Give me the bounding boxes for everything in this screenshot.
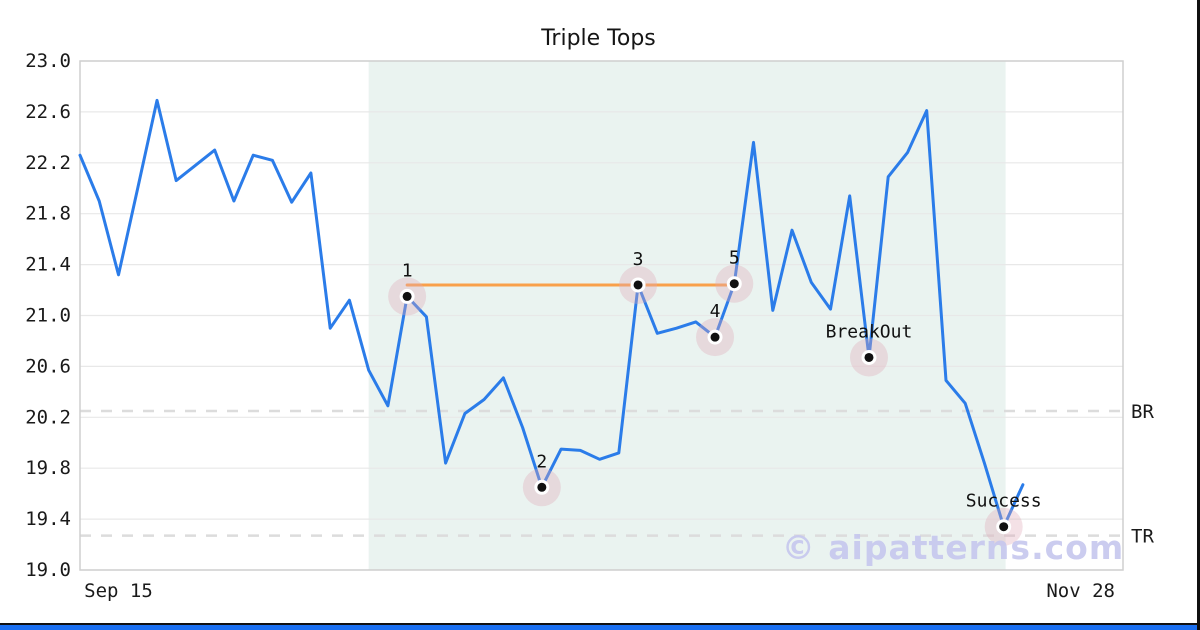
annotation-label: 5 [729, 248, 740, 269]
y-tick-label: 21.4 [25, 254, 71, 276]
y-tick-label: 20.2 [25, 406, 71, 428]
y-tick-label: 23.0 [25, 50, 71, 72]
x-tick-label: Nov 28 [1046, 580, 1115, 602]
y-tick-label: 21.8 [25, 203, 71, 225]
annotation-label: 1 [402, 260, 413, 281]
watermark: © aipatterns.com [781, 528, 1125, 567]
marker-dot [537, 482, 547, 492]
footer-bar [0, 623, 1197, 630]
annotation-label: 2 [536, 451, 547, 472]
annotation-label: 4 [710, 301, 721, 322]
annotation-label: BreakOut [826, 321, 913, 342]
marker-dot [729, 279, 739, 289]
chart-title: Triple Tops [541, 26, 656, 51]
marker-dot [402, 291, 412, 301]
x-tick-label: Sep 15 [84, 580, 153, 602]
plot-border [79, 60, 1124, 571]
y-tick-label: 22.6 [25, 101, 71, 123]
marker-dot [864, 352, 874, 362]
y-tick-label: 19.0 [25, 559, 71, 581]
level-label: BR [1131, 401, 1154, 423]
price-line [78, 98, 1025, 529]
y-tick-label: 19.8 [25, 457, 71, 479]
marker-dot [999, 522, 1009, 532]
y-tick-label: 19.4 [25, 508, 71, 530]
annotation-label: Success [966, 491, 1042, 512]
y-tick-label: 20.6 [25, 355, 71, 377]
annotation-label: 3 [633, 249, 644, 270]
y-tick-label: 21.0 [25, 305, 71, 327]
marker-dot [633, 280, 643, 290]
level-label: TR [1131, 526, 1154, 548]
marker-dot [710, 332, 720, 342]
y-tick-label: 22.2 [25, 152, 71, 174]
